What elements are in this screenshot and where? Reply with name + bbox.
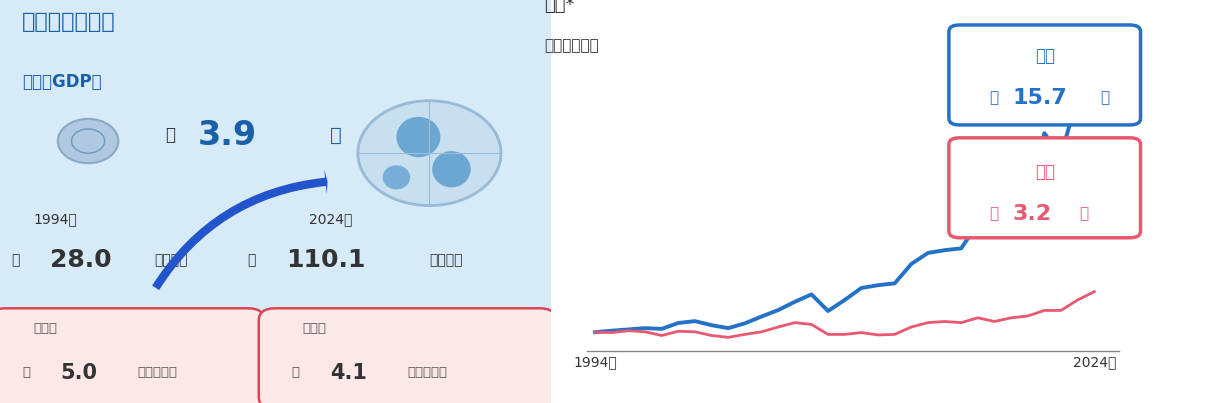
Text: 日本: 日本: [1035, 163, 1055, 181]
Text: 兆米ドル: 兆米ドル: [430, 253, 463, 267]
Circle shape: [358, 101, 501, 206]
FancyBboxPatch shape: [259, 308, 557, 403]
Text: 株式*: 株式*: [544, 0, 575, 14]
Ellipse shape: [382, 165, 410, 189]
Text: 約: 約: [989, 206, 998, 221]
FancyBboxPatch shape: [0, 308, 264, 403]
Text: 110.1: 110.1: [287, 248, 365, 272]
Text: 1994年: 1994年: [33, 213, 77, 226]
Text: （日本: （日本: [33, 322, 57, 335]
Text: 兆米ドル）: 兆米ドル）: [408, 366, 448, 379]
Text: 約: 約: [22, 366, 30, 379]
Text: 兆米ドル: 兆米ドル: [154, 253, 188, 267]
Ellipse shape: [397, 117, 440, 157]
Ellipse shape: [432, 151, 471, 187]
Bar: [0, 314, 551, 403]
Text: 倍: 倍: [1101, 90, 1110, 105]
FancyBboxPatch shape: [949, 138, 1141, 238]
Text: （日本: （日本: [302, 322, 327, 335]
Text: 世界の経済規模: 世界の経済規模: [22, 12, 116, 32]
Text: 倍: 倍: [1079, 206, 1089, 221]
Text: 3.2: 3.2: [1013, 204, 1051, 224]
Text: 3.9: 3.9: [198, 118, 258, 152]
Text: 約: 約: [989, 90, 998, 105]
Text: 約: 約: [165, 126, 175, 144]
Text: （名目GDP）: （名目GDP）: [22, 73, 102, 91]
Text: 約: 約: [248, 253, 257, 267]
Text: 倍: 倍: [330, 125, 342, 145]
Text: 15.7: 15.7: [1013, 87, 1067, 108]
Bar: [0, 0, 551, 314]
Text: 5.0: 5.0: [60, 363, 98, 383]
Text: 約: 約: [292, 366, 300, 379]
Text: 28.0: 28.0: [50, 248, 111, 272]
Text: （市場指数）: （市場指数）: [544, 38, 599, 53]
Text: 4.1: 4.1: [330, 363, 367, 383]
Text: 約: 約: [11, 253, 19, 267]
Text: 世界: 世界: [1035, 47, 1055, 64]
Text: 2024年: 2024年: [309, 213, 352, 226]
FancyBboxPatch shape: [949, 25, 1141, 125]
Circle shape: [58, 119, 119, 163]
Text: 兆米ドル）: 兆米ドル）: [138, 366, 178, 379]
